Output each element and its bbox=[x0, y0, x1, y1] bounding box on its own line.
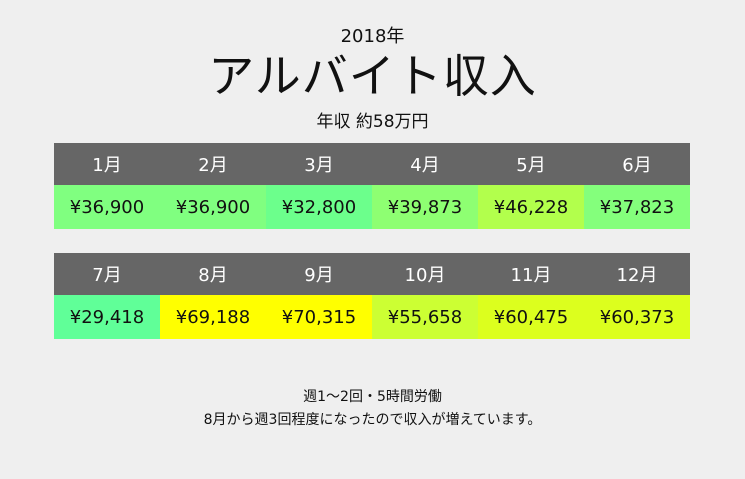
month-header: 11月 bbox=[478, 253, 584, 295]
income-cell: ¥39,873 bbox=[372, 185, 478, 229]
page-title: アルバイト収入 bbox=[208, 49, 537, 103]
income-table-jul-dec: 7月 8月 9月 10月 11月 12月 ¥29,418 ¥69,188 ¥70… bbox=[54, 253, 690, 339]
month-header: 9月 bbox=[266, 253, 372, 295]
income-value-row: ¥36,900 ¥36,900 ¥32,800 ¥39,873 ¥46,228 … bbox=[54, 185, 690, 229]
month-header: 6月 bbox=[584, 143, 690, 185]
income-cell: ¥32,800 bbox=[266, 185, 372, 229]
month-header: 4月 bbox=[372, 143, 478, 185]
income-cell: ¥46,228 bbox=[478, 185, 584, 229]
income-cell: ¥70,315 bbox=[266, 295, 372, 339]
year-label: 2018年 bbox=[340, 26, 405, 47]
income-table-jan-jun: 1月 2月 3月 4月 5月 6月 ¥36,900 ¥36,900 ¥32,80… bbox=[54, 143, 690, 229]
annual-income-label: 年収 約58万円 bbox=[316, 112, 429, 132]
work-schedule-note: 週1～2回・5時間労働 bbox=[303, 389, 442, 405]
income-cell: ¥60,475 bbox=[478, 295, 584, 339]
month-header: 12月 bbox=[584, 253, 690, 295]
income-cell: ¥29,418 bbox=[54, 295, 160, 339]
month-header: 1月 bbox=[54, 143, 160, 185]
income-cell: ¥36,900 bbox=[160, 185, 266, 229]
month-header-row: 1月 2月 3月 4月 5月 6月 bbox=[54, 143, 690, 185]
income-value-row: ¥29,418 ¥69,188 ¥70,315 ¥55,658 ¥60,475 … bbox=[54, 295, 690, 339]
month-header: 3月 bbox=[266, 143, 372, 185]
income-increase-note: 8月から週3回程度になったので収入が増えています。 bbox=[203, 412, 542, 428]
income-cell: ¥60,373 bbox=[584, 295, 690, 339]
month-header: 2月 bbox=[160, 143, 266, 185]
income-cell: ¥36,900 bbox=[54, 185, 160, 229]
income-cell: ¥69,188 bbox=[160, 295, 266, 339]
month-header: 10月 bbox=[372, 253, 478, 295]
income-cell: ¥37,823 bbox=[584, 185, 690, 229]
month-header: 7月 bbox=[54, 253, 160, 295]
month-header: 8月 bbox=[160, 253, 266, 295]
month-header-row: 7月 8月 9月 10月 11月 12月 bbox=[54, 253, 690, 295]
month-header: 5月 bbox=[478, 143, 584, 185]
income-cell: ¥55,658 bbox=[372, 295, 478, 339]
